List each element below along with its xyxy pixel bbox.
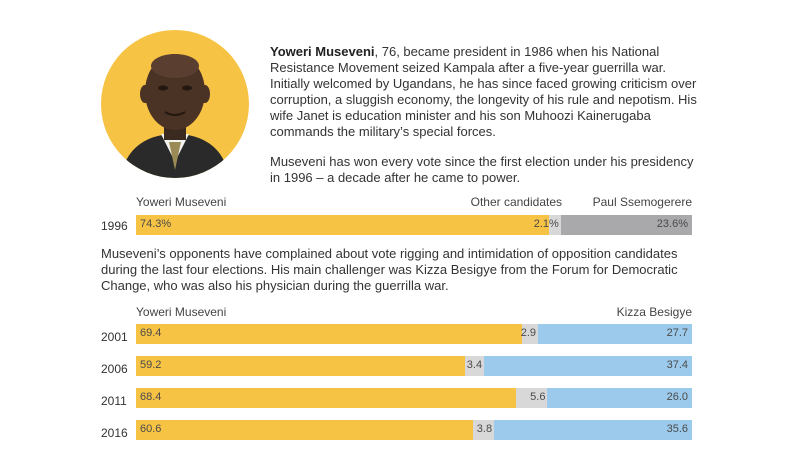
legend-ssemogerere: Paul Ssemogerere [592, 195, 692, 209]
bar-2016: 60.6 3.8 35.6 [136, 420, 692, 440]
opponent-segment [484, 356, 692, 376]
bar-2006: 59.2 3.4 37.4 [136, 356, 692, 376]
data-label: 37.4 [666, 359, 688, 371]
bar-2011: 68.4 5.6 26.0 [136, 388, 692, 408]
portrait-illustration [121, 54, 229, 178]
data-label: 3.8 [476, 423, 493, 435]
opponent-segment [494, 420, 692, 440]
data-label: 23.6% [656, 218, 688, 230]
bio-paragraph: Yoweri Museveni, 76, became president in… [270, 44, 700, 140]
year-label: 2006 [101, 362, 128, 376]
museveni-segment [136, 420, 473, 440]
data-label: 2.1% [533, 218, 559, 230]
bar-2001: 69.4 2.9 27.7 [136, 324, 692, 344]
legend-besigye: Kizza Besigye [616, 305, 692, 319]
bio-text: , 76, became president in 1986 when his … [270, 44, 697, 139]
museveni-segment [136, 356, 466, 376]
votes-paragraph: Museveni has won every vote since the fi… [270, 154, 694, 185]
data-label: 3.4 [466, 359, 483, 371]
museveni-segment [136, 388, 517, 408]
data-label: 35.6 [666, 423, 688, 435]
data-label: 60.6 [140, 423, 162, 435]
museveni-segment [136, 215, 550, 235]
legend-museveni-1996: Yoweri Museveni [136, 195, 227, 209]
year-label: 2001 [101, 330, 128, 344]
museveni-segment [136, 324, 522, 344]
opponent-segment [537, 324, 692, 344]
bar-1996: 74.3% 2.1% 23.6% [136, 215, 692, 235]
year-label: 2016 [101, 426, 128, 440]
data-label: 69.4 [140, 327, 162, 339]
data-label: 2.9 [520, 327, 536, 339]
year-label: 1996 [101, 219, 128, 233]
museveni-portrait [101, 30, 249, 178]
bio-name: Yoweri Museveni [270, 44, 375, 59]
data-label: 27.7 [666, 327, 688, 339]
other-segment [549, 215, 561, 235]
data-label: 26.0 [666, 391, 688, 403]
data-label: 68.4 [140, 391, 162, 403]
opponent-segment [560, 215, 692, 235]
data-label: 74.3% [140, 218, 172, 230]
opponents-paragraph: Museveni’s opponents have complained abo… [101, 246, 678, 293]
other-segment [521, 324, 538, 344]
legend-museveni: Yoweri Museveni [136, 305, 227, 319]
other-segment [472, 420, 495, 440]
year-label: 2011 [101, 394, 127, 408]
legend-other-candidates: Other candidates [470, 195, 562, 209]
opponent-segment [547, 388, 692, 408]
other-segment [465, 356, 485, 376]
data-label: 5.6 [530, 391, 546, 403]
other-segment [516, 388, 548, 408]
data-label: 59.2 [140, 359, 162, 371]
